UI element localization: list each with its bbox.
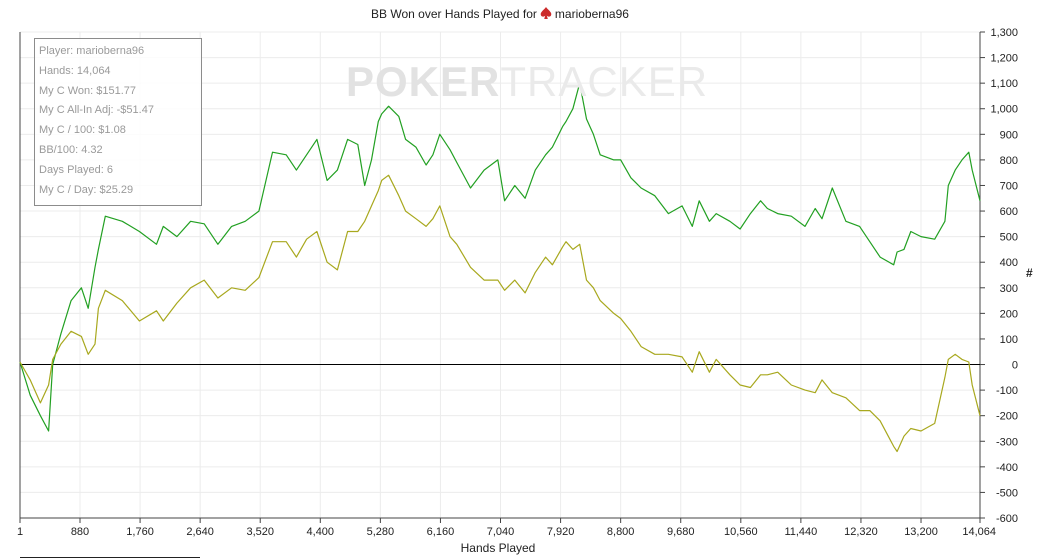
y-tick-label: -600: [996, 513, 1018, 525]
series-line-won: [19, 82, 981, 432]
y-tick-label: -200: [996, 411, 1018, 423]
series-line-allin-adj: [19, 174, 981, 453]
stat-allin-adj: My C All-In Adj: -$51.47: [39, 104, 154, 117]
y-tick-label: 300: [1000, 283, 1018, 295]
stat-bb-100: BB/100: 4.32: [39, 143, 103, 156]
stat-hands: Hands: 14,064: [39, 64, 111, 77]
y-tick-label: 1,100: [990, 78, 1018, 90]
stat-won: My C Won: $151.77: [39, 84, 137, 97]
x-tick-label: 9,680: [667, 526, 695, 538]
y-tick-label: 1,200: [990, 53, 1018, 65]
stat-per-day: My C / Day: $25.29: [39, 183, 134, 196]
watermark-light: TRACKER: [500, 58, 709, 105]
x-tick-label: 14,064: [962, 526, 996, 538]
x-tick-label: 8,800: [607, 526, 635, 538]
y-tick-label: -400: [996, 462, 1018, 474]
x-tick-label: 13,200: [904, 526, 938, 538]
y-tick-label: 600: [1000, 206, 1018, 218]
x-tick-label: 2,640: [186, 526, 214, 538]
x-tick-label: 10,560: [724, 526, 758, 538]
x-tick-label: 12,320: [844, 526, 878, 538]
x-tick-label: 7,920: [547, 526, 575, 538]
y-tick-label: 800: [1000, 155, 1018, 167]
stats-box: Player: marioberna96 Hands: 14,064 My C …: [34, 38, 202, 206]
footer-divider: [20, 557, 200, 558]
stat-player: Player: marioberna96: [39, 45, 145, 57]
y-tick-label: 1,300: [990, 27, 1018, 39]
y-tick-label: 700: [1000, 180, 1018, 192]
y-tick-label: -500: [996, 487, 1018, 499]
x-tick-label: 880: [71, 526, 89, 538]
x-axis-label: Hands Played: [460, 541, 536, 555]
x-tick-label: 4,400: [307, 526, 335, 538]
y-tick-label: -100: [996, 385, 1018, 397]
stat-per-100: My C / 100: $1.08: [39, 124, 126, 137]
spade-icon: [540, 7, 552, 19]
y-tick-label: 400: [1000, 257, 1018, 269]
x-tick-label: 1: [17, 526, 23, 538]
x-tick-label: 11,440: [784, 526, 817, 538]
y-tick-label: 900: [1000, 129, 1018, 141]
chart-title-prefix: BB Won over Hands Played for: [371, 7, 537, 21]
y-tick-label: 0: [1012, 360, 1018, 372]
x-tick-label: 5,280: [367, 526, 395, 538]
y-tick-label: 1,000: [990, 104, 1018, 116]
y-tick-label: 500: [1000, 232, 1018, 244]
y-tick-label: 200: [1000, 308, 1018, 320]
x-tick-label: 3,520: [246, 526, 274, 538]
y-tick-label: -300: [996, 436, 1018, 448]
y-axis-label: #: [1026, 266, 1033, 280]
x-tick-label: 1,760: [126, 526, 154, 538]
x-tick-label: 6,160: [427, 526, 455, 538]
chart-title: BB Won over Hands Played for marioberna96: [0, 6, 1000, 21]
stat-days: Days Played: 6: [39, 163, 113, 176]
watermark-bold: POKER: [346, 58, 501, 105]
x-tick-label: 7,040: [487, 526, 515, 538]
player-name: marioberna96: [554, 7, 629, 21]
pokertracker-watermark: POKERTRACKER: [346, 58, 708, 106]
y-tick-label: 100: [1000, 334, 1018, 346]
